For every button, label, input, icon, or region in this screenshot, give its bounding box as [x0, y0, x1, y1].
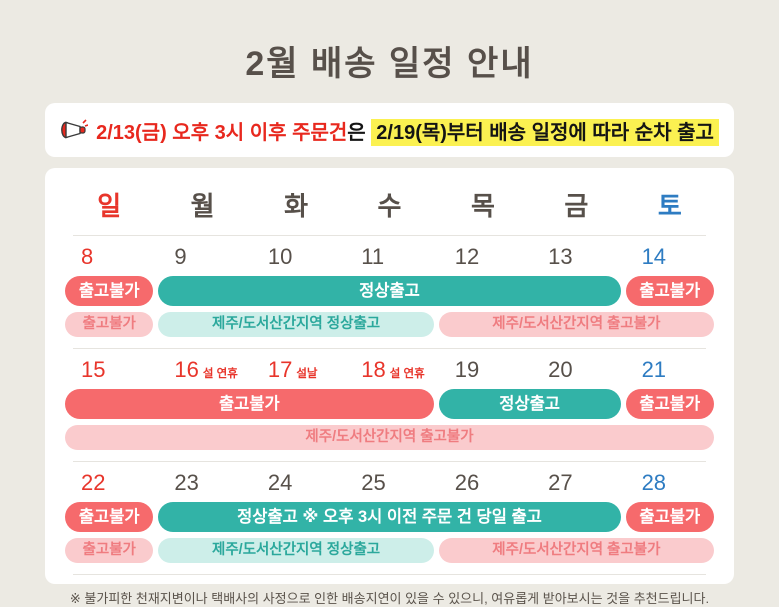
date-cell: 8 [65, 244, 153, 270]
date-number: 28 [641, 470, 667, 495]
date-cell: 26 [439, 470, 527, 496]
date-number: 11 [361, 244, 385, 269]
notice-banner: 2/13(금) 오후 3시 이후 주문건은 2/19(목)부터 배송 일정에 따… [45, 103, 734, 157]
date-cell: 24 [252, 470, 340, 496]
date-number: 17 [267, 357, 293, 382]
date-number: 26 [454, 470, 480, 495]
date-number: 15 [81, 357, 106, 382]
date-cell: 18 설 연휴 [345, 357, 433, 383]
pill-jeju-normal: 제주/도서산간지역 정상출고 [158, 538, 434, 563]
pill-jeju-unavailable: 출고불가 [65, 312, 154, 337]
calendar-card: 일 월 화 수 목 금 토 8 9 10 11 12 13 14 출고불가 정상… [45, 168, 734, 606]
notice-highlight-segment: 2/19(목)부터 배송 일정에 따라 순차 출고 [371, 118, 719, 146]
week-row-2: 15 16 설 연휴 17 설날 18 설 연휴 19 20 21 출고불가 정상출고… [65, 349, 714, 461]
date-cell: 16 설 연휴 [158, 357, 246, 383]
date-cell: 11 [345, 244, 433, 270]
date-number: 14 [641, 244, 667, 269]
date-cell: 9 [158, 244, 246, 270]
sub-bar-row: 출고불가 제주/도서산간지역 정상출고 제주/도서산간지역 출고불가 [65, 306, 714, 337]
weekday-wed: 수 [377, 191, 402, 221]
date-cell: 27 [532, 470, 620, 496]
megaphone-icon [60, 117, 89, 143]
pill-normal-shipping: 정상출고 ※ 오후 3시 이전 주문 건 당일 출고 [158, 502, 621, 532]
date-cell: 20 [532, 357, 620, 383]
pill-jeju-unavailable: 제주/도서산간지역 출고불가 [65, 425, 714, 450]
date-cell: 13 [532, 244, 620, 270]
date-number: 22 [81, 470, 106, 495]
date-number: 21 [641, 357, 667, 382]
weekday-thu: 목 [470, 191, 495, 221]
pill-unavailable: 출고불가 [625, 276, 714, 306]
pill-unavailable: 출고불가 [65, 389, 434, 419]
date-cell: 25 [345, 470, 433, 496]
date-row: 8 9 10 11 12 13 14 [65, 244, 714, 270]
divider [73, 461, 706, 462]
weekday-sat: 토 [657, 191, 682, 221]
weekday-mon: 월 [190, 191, 215, 221]
date-cell: 12 [439, 244, 527, 270]
date-cell: 21 [626, 357, 714, 383]
pill-unavailable: 출고불가 [625, 389, 714, 419]
divider [73, 348, 706, 349]
weekday-tue: 화 [284, 191, 309, 221]
weekday-header: 일 월 화 수 목 금 토 [65, 176, 714, 235]
pill-jeju-unavailable: 제주/도서산간지역 출고불가 [438, 538, 714, 563]
date-cell: 22 [65, 470, 153, 496]
pill-jeju-normal: 제주/도서산간지역 정상출고 [158, 312, 434, 337]
pill-jeju-unavailable: 제주/도서산간지역 출고불가 [438, 312, 714, 337]
date-cell: 14 [626, 244, 714, 270]
pill-unavailable: 출고불가 [625, 502, 714, 532]
divider [73, 235, 706, 236]
pill-unavailable: 출고불가 [65, 276, 154, 306]
sub-bar-row: 출고불가 제주/도서산간지역 정상출고 제주/도서산간지역 출고불가 [65, 532, 714, 563]
pill-jeju-unavailable: 출고불가 [65, 538, 154, 563]
notice-plain-segment: 은 [347, 121, 366, 144]
date-number: 20 [548, 357, 573, 382]
footnote: ※ 불가피한 천재지변이나 택배사의 사정으로 인한 배송지연이 있을 수 있으… [69, 591, 710, 606]
weekday-sun: 일 [97, 191, 122, 221]
date-number: 19 [454, 357, 480, 382]
main-bar-row: 출고불가 정상출고 ※ 오후 3시 이전 주문 건 당일 출고 출고불가 [65, 502, 714, 532]
holiday-label: 설 연휴 [202, 368, 238, 380]
holiday-label: 설 연휴 [389, 368, 425, 380]
week-row-3: 22 23 24 25 26 27 28 출고불가 정상출고 ※ 오후 3시 이… [65, 462, 714, 574]
date-cell: 15 [65, 357, 153, 383]
date-number: 24 [267, 470, 293, 495]
pill-normal-shipping: 정상출고 [158, 276, 621, 306]
date-row: 15 16 설 연휴 17 설날 18 설 연휴 19 20 21 [65, 357, 714, 383]
date-number: 25 [361, 470, 386, 495]
date-number: 10 [267, 244, 293, 269]
date-cell: 19 [439, 357, 527, 383]
sub-bar-row: 제주/도서산간지역 출고불가 [65, 419, 714, 450]
pill-normal-shipping: 정상출고 [438, 389, 621, 419]
week-row-1: 8 9 10 11 12 13 14 출고불가 정상출고 출고불가 출고불가 제… [65, 236, 714, 348]
date-row: 22 23 24 25 26 27 28 [65, 470, 714, 496]
date-cell: 10 [252, 244, 340, 270]
notice-text: 2/13(금) 오후 3시 이후 주문건은 2/19(목)부터 배송 일정에 따… [96, 116, 719, 146]
date-number: 13 [548, 244, 573, 269]
date-cell: 28 [626, 470, 714, 496]
date-number: 18 [361, 357, 386, 382]
date-number: 12 [454, 244, 480, 269]
date-number: 8 [81, 244, 94, 269]
page-title: 2월 배송 일정 안내 [245, 45, 534, 83]
date-number: 23 [174, 470, 199, 495]
divider [73, 574, 706, 575]
date-number: 16 [174, 357, 199, 382]
weekday-fri: 금 [564, 191, 589, 221]
notice-red-segment: 2/13(금) 오후 3시 이후 주문건 [96, 121, 348, 144]
pill-unavailable: 출고불가 [65, 502, 154, 532]
date-cell: 23 [158, 470, 246, 496]
main-bar-row: 출고불가 정상출고 출고불가 [65, 276, 714, 306]
date-number: 27 [548, 470, 573, 495]
date-cell: 17 설날 [252, 357, 340, 383]
holiday-label: 설날 [296, 368, 318, 380]
main-bar-row: 출고불가 정상출고 출고불가 [65, 389, 714, 419]
date-number: 9 [174, 244, 187, 269]
